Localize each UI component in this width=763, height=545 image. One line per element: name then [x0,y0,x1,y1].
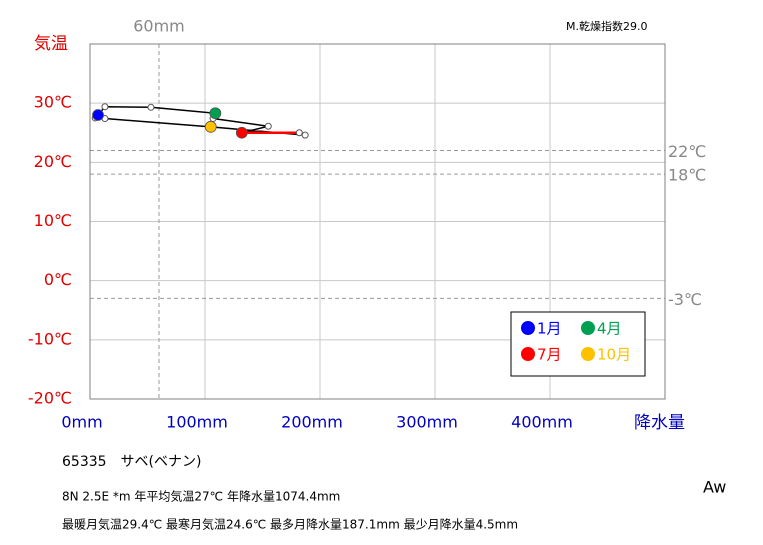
reference-label: 22℃ [668,142,706,161]
highlight-point [204,120,217,133]
legend-label: 10月 [597,346,631,364]
x-tick-label: 0mm [61,413,102,432]
month-point [301,131,309,139]
info-line: 最暖月気温29.4℃ 最寒月気温24.6℃ 最多月降水量187.1mm 最少月降… [62,517,518,532]
plot-border [89,43,666,400]
reference-label: -3℃ [668,290,702,309]
climate-line [95,105,306,136]
legend-label: 1月 [537,320,562,338]
month-point [101,103,109,111]
station: 65335 サベ(ベナン) [62,454,201,470]
legend-marker [521,321,535,335]
reference-label: 60mm [133,17,185,36]
y-tick-label: 0℃ [44,270,72,289]
month-point [264,122,272,130]
reference-label: 18℃ [668,166,706,185]
legend-marker [521,347,535,361]
legend-label: 4月 [597,320,622,338]
x-tick-label: 200mm [281,413,343,432]
climate-class: Aw [703,478,726,497]
x-axis-label: 降水量 [634,413,685,433]
highlight-point [235,126,248,139]
info-line: 8N 2.5E *m 年平均気温27℃ 年降水量1074.4mm [62,489,340,504]
x-tick-label: 100mm [166,413,228,432]
y-tick-label: 30℃ [34,93,72,112]
highlight-point [92,109,104,121]
legend-marker [581,347,595,361]
y-tick-label: -10℃ [28,329,72,348]
highlight-point [209,107,222,120]
y-tick-label: -20℃ [28,389,72,408]
y-axis-label: 気温 [34,34,68,54]
y-tick-label: 20℃ [34,152,72,171]
legend-box [510,311,646,377]
x-tick-label: 300mm [396,413,458,432]
month-point [295,129,303,137]
x-tick-label: 400mm [511,413,573,432]
month-point [147,103,155,111]
y-tick-label: 10℃ [34,211,72,230]
legend-marker [581,321,595,335]
index-label: M.乾燥指数29.0 [566,19,647,33]
legend-label: 7月 [537,346,562,364]
